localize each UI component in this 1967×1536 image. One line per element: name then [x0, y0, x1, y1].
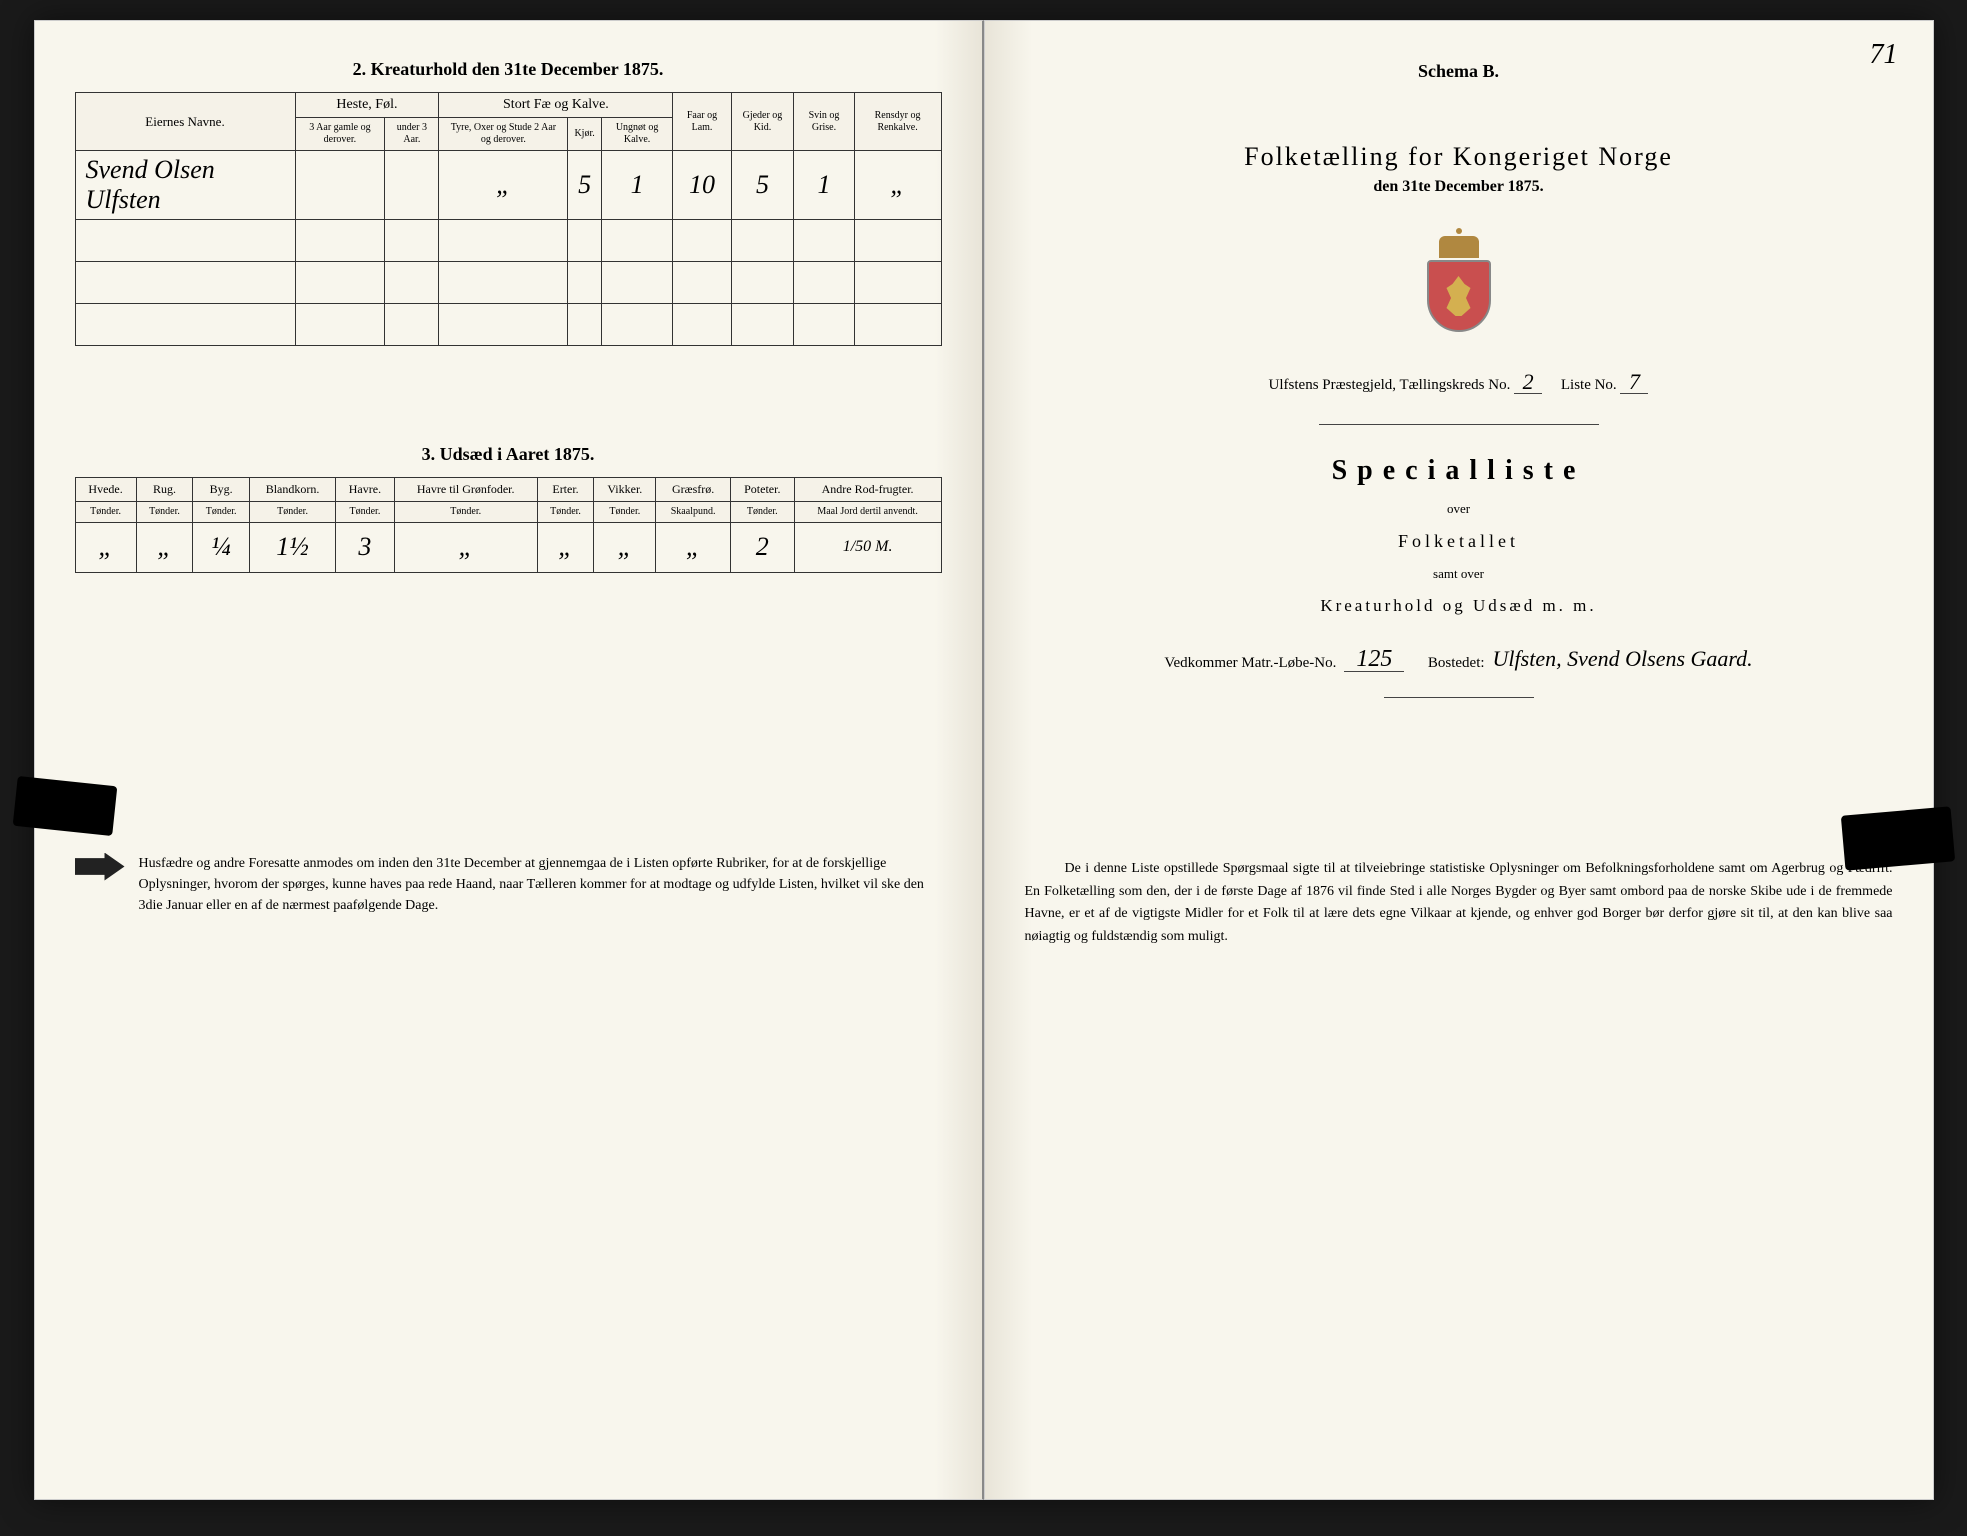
divider: [1384, 697, 1534, 698]
th-gjeder: Gjeder og Kid.: [731, 93, 794, 151]
section-3-title: 3. Udsæd i Aaret 1875.: [75, 444, 942, 465]
cell-owner: Svend Olsen Ulfsten: [75, 151, 295, 220]
binder-clip-right: [1840, 806, 1954, 870]
right-page: 71 Schema B. Folketælling for Kongeriget…: [984, 20, 1934, 1500]
th-grasfro: Græsfrø.: [656, 478, 731, 502]
census-date: den 31te December 1875.: [1025, 178, 1893, 196]
kreaturhold-heading: Kreaturhold og Udsæd m. m.: [1025, 596, 1893, 616]
kreaturhold-table: Eiernes Navne. Heste, Føl. Stort Fæ og K…: [75, 92, 942, 346]
cell-hvede: „: [75, 522, 136, 572]
section-2-title: 2. Kreaturhold den 31te December 1875.: [75, 59, 942, 80]
th-byg: Byg.: [193, 478, 250, 502]
unit-tonder: Tønder.: [193, 502, 250, 523]
folketallet-heading: Folketallet: [1025, 531, 1893, 552]
table-row: [75, 304, 941, 346]
th-heste: Heste, Føl.: [295, 93, 439, 118]
kreds-no: 2: [1514, 371, 1542, 394]
cell-heste-b: [385, 151, 439, 220]
cell-byg: ¼: [193, 522, 250, 572]
udsaed-table: Hvede. Rug. Byg. Blandkorn. Havre. Havre…: [75, 477, 942, 573]
cell-faar: 10: [673, 151, 731, 220]
table-row: Svend Olsen Ulfsten „ 5 1 10 5 1 „: [75, 151, 941, 220]
th-stort: Stort Fæ og Kalve.: [439, 93, 673, 118]
th-erter: Erter.: [537, 478, 594, 502]
unit-tonder: Tønder.: [136, 502, 193, 523]
cell-havre: 3: [336, 522, 395, 572]
liste-no: 7: [1620, 371, 1648, 394]
th-ren: Rensdyr og Renkalve.: [854, 93, 941, 151]
th-blandkorn: Blandkorn.: [249, 478, 335, 502]
th-havre-gron: Havre til Grønfoder.: [394, 478, 537, 502]
census-title: Folketælling for Kongeriget Norge: [1025, 142, 1893, 172]
th-heste-a: 3 Aar gamle og derover.: [295, 118, 385, 151]
cell-ren: „: [854, 151, 941, 220]
page-number: 71: [1870, 39, 1898, 71]
cell-stort-c: 1: [601, 151, 673, 220]
footnote: Husfædre og andre Foresatte anmodes om i…: [75, 853, 942, 916]
unit-tonder: Tønder.: [730, 502, 794, 523]
table-row: [75, 262, 941, 304]
coat-of-arms-icon: [1419, 236, 1499, 331]
unit-maal: Maal Jord dertil anvendt.: [794, 502, 941, 523]
unit-tonder: Tønder.: [537, 502, 594, 523]
lion-icon: [1444, 276, 1474, 316]
unit-tonder: Tønder.: [75, 502, 136, 523]
district-line: Ulfstens Præstegjeld, Tællingskreds No. …: [1025, 371, 1893, 394]
instructions-paragraph: De i denne Liste opstillede Spørgsmaal s…: [1025, 858, 1893, 948]
th-rug: Rug.: [136, 478, 193, 502]
th-owner: Eiernes Navne.: [75, 93, 295, 151]
unit-tonder: Tønder.: [594, 502, 656, 523]
divider: [1319, 424, 1599, 425]
cell-vikker: „: [594, 522, 656, 572]
cell-rug: „: [136, 522, 193, 572]
book-spread: 2. Kreaturhold den 31te December 1875. E…: [34, 20, 1934, 1500]
th-poteter: Poteter.: [730, 478, 794, 502]
specialliste-heading: Specialliste: [1025, 455, 1893, 487]
crown-icon: [1439, 236, 1479, 258]
matr-no: 125: [1344, 647, 1404, 672]
cell-stort-a: „: [439, 151, 568, 220]
cell-grasfro: „: [656, 522, 731, 572]
bostedet-label: Bostedet:: [1428, 655, 1485, 672]
table-row: „ „ ¼ 1½ 3 „ „ „ „ 2 1/50 M.: [75, 522, 941, 572]
unit-tonder: Tønder.: [394, 502, 537, 523]
bostedet-value: Ulfsten, Svend Olsens Gaard.: [1493, 646, 1753, 672]
shield-icon: [1427, 260, 1491, 332]
left-page: 2. Kreaturhold den 31te December 1875. E…: [34, 20, 984, 1500]
matr-label: Vedkommer Matr.-Løbe-No.: [1164, 655, 1336, 672]
unit-skaalpund: Skaalpund.: [656, 502, 731, 523]
pointing-hand-icon: [75, 853, 125, 881]
cell-poteter: 2: [730, 522, 794, 572]
th-havre: Havre.: [336, 478, 395, 502]
cell-havre-gron: „: [394, 522, 537, 572]
th-stort-b: Kjør.: [568, 118, 601, 151]
liste-label: Liste No.: [1561, 377, 1617, 393]
cell-gjeder: 5: [731, 151, 794, 220]
th-heste-b: under 3 Aar.: [385, 118, 439, 151]
th-hvede: Hvede.: [75, 478, 136, 502]
th-stort-c: Ungnøt og Kalve.: [601, 118, 673, 151]
th-vikker: Vikker.: [594, 478, 656, 502]
th-faar: Faar og Lam.: [673, 93, 731, 151]
unit-tonder: Tønder.: [336, 502, 395, 523]
th-svin: Svin og Grise.: [794, 93, 854, 151]
cell-andre: 1/50 M.: [794, 522, 941, 572]
binder-clip-left: [12, 776, 117, 836]
matr-line: Vedkommer Matr.-Løbe-No. 125 Bostedet: U…: [1025, 646, 1893, 672]
cell-heste-a: [295, 151, 385, 220]
th-stort-a: Tyre, Oxer og Stude 2 Aar og derover.: [439, 118, 568, 151]
table-row: [75, 220, 941, 262]
district-label: Ulfstens Præstegjeld, Tællingskreds No.: [1269, 377, 1511, 393]
cell-blandkorn: 1½: [249, 522, 335, 572]
unit-tonder: Tønder.: [249, 502, 335, 523]
footnote-text: Husfædre og andre Foresatte anmodes om i…: [139, 853, 942, 916]
cell-svin: 1: [794, 151, 854, 220]
th-andre: Andre Rod-frugter.: [794, 478, 941, 502]
cell-stort-b: 5: [568, 151, 601, 220]
over-label: over: [1025, 501, 1893, 517]
schema-label: Schema B.: [1025, 61, 1893, 82]
cell-erter: „: [537, 522, 594, 572]
samt-over-label: samt over: [1025, 566, 1893, 582]
